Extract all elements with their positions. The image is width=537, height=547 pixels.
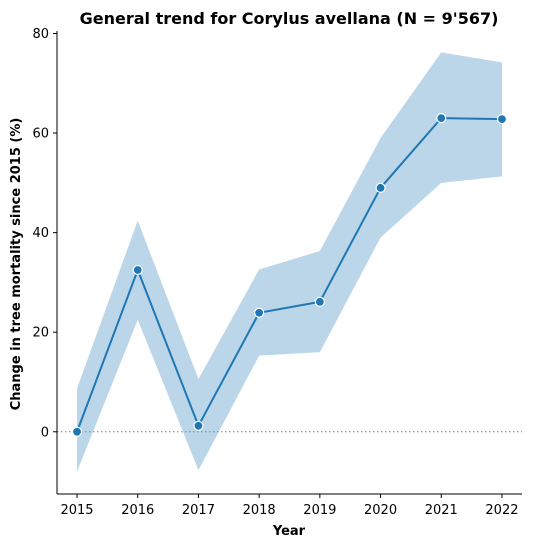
data-point-2022 — [496, 114, 508, 125]
y-tick-label-60: 60 — [32, 127, 49, 142]
x-tick-label-2017: 2017 — [182, 503, 215, 518]
x-tick-label-2021: 2021 — [425, 503, 458, 518]
chart-title: General trend for Corylus avellana (N = … — [80, 9, 499, 28]
data-point-2020 — [375, 182, 386, 193]
x-tick-label-2019: 2019 — [303, 503, 336, 518]
data-point-2019 — [314, 296, 325, 307]
plot-area: 2015 2016 2017 2018 2019 2020 2021 2022 0 20 40 60 8… — [32, 27, 522, 518]
series-line — [76, 117, 502, 433]
data-point-2016 — [132, 264, 143, 276]
data-point-2015 — [71, 426, 83, 437]
x-tick-label-2020: 2020 — [364, 503, 397, 518]
x-tick-label-2022: 2022 — [485, 503, 518, 518]
x-tick-label-2018: 2018 — [243, 503, 276, 518]
data-point-2018 — [254, 307, 265, 318]
y-tick-label-0: 0 — [41, 425, 49, 440]
confidence-band — [77, 52, 502, 472]
x-tick-label-2015: 2015 — [60, 503, 93, 518]
x-tick-label-2016: 2016 — [121, 503, 154, 518]
y-tick-label-20: 20 — [32, 326, 49, 341]
data-point-2017 — [193, 420, 204, 431]
y-axis-label: Change in tree mortality since 2015 (%) — [9, 118, 24, 411]
x-axis-label: Year — [272, 524, 306, 539]
y-tick-label-80: 80 — [32, 27, 49, 42]
y-tick-label-40: 40 — [32, 226, 49, 241]
data-point-2021 — [436, 113, 447, 124]
